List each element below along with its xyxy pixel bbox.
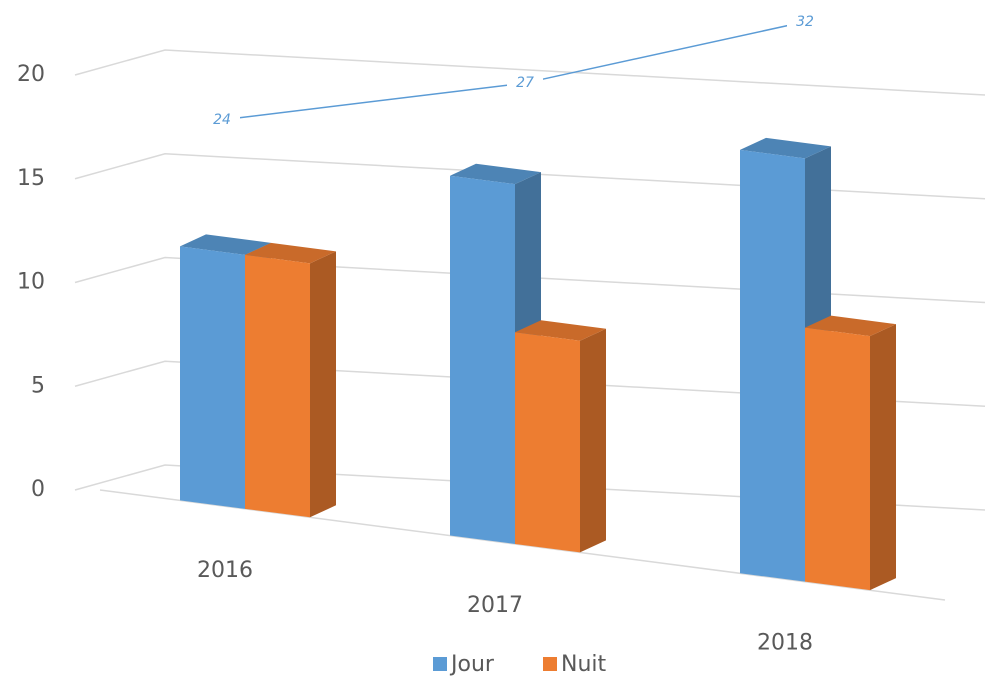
bar	[180, 246, 245, 509]
data-label-bg	[787, 11, 823, 32]
data-label-bg	[507, 73, 543, 94]
bar-top	[450, 163, 541, 185]
x-tick-label: 2017	[467, 593, 523, 618]
bar-top	[245, 242, 336, 264]
bar-top	[805, 315, 896, 337]
bar-side	[870, 324, 896, 591]
legend-swatch	[543, 657, 557, 671]
y-tick-label: 10	[17, 270, 45, 295]
legend-swatch	[433, 657, 447, 671]
bar	[245, 254, 310, 518]
data-label: 27	[516, 75, 534, 91]
legend-label: Nuit	[561, 652, 607, 677]
bar	[805, 327, 870, 591]
data-label-bg	[204, 109, 240, 130]
bar	[515, 332, 580, 553]
y-tick-label: 5	[31, 373, 45, 398]
bar-side	[580, 328, 606, 553]
grid-line	[74, 360, 986, 407]
y-tick-label: 0	[31, 477, 45, 502]
line	[221, 21, 806, 121]
bar-side	[310, 251, 336, 518]
bar	[740, 149, 805, 582]
data-label: 24	[213, 112, 231, 128]
y-tick-label: 15	[17, 166, 45, 191]
grid-line	[74, 49, 986, 96]
grid-line	[74, 256, 986, 304]
x-tick-label: 2018	[757, 631, 813, 656]
floor-edge	[99, 489, 946, 601]
bar-top	[740, 137, 831, 159]
bar	[450, 175, 515, 544]
legend-label: Jour	[449, 652, 495, 677]
bar-top	[515, 320, 606, 341]
bar-top	[180, 234, 271, 255]
y-tick-label: 20	[17, 62, 45, 87]
data-label: 32	[796, 14, 814, 30]
grid-line	[74, 152, 986, 200]
grid-line	[74, 464, 986, 511]
x-tick-label: 2016	[197, 558, 253, 583]
